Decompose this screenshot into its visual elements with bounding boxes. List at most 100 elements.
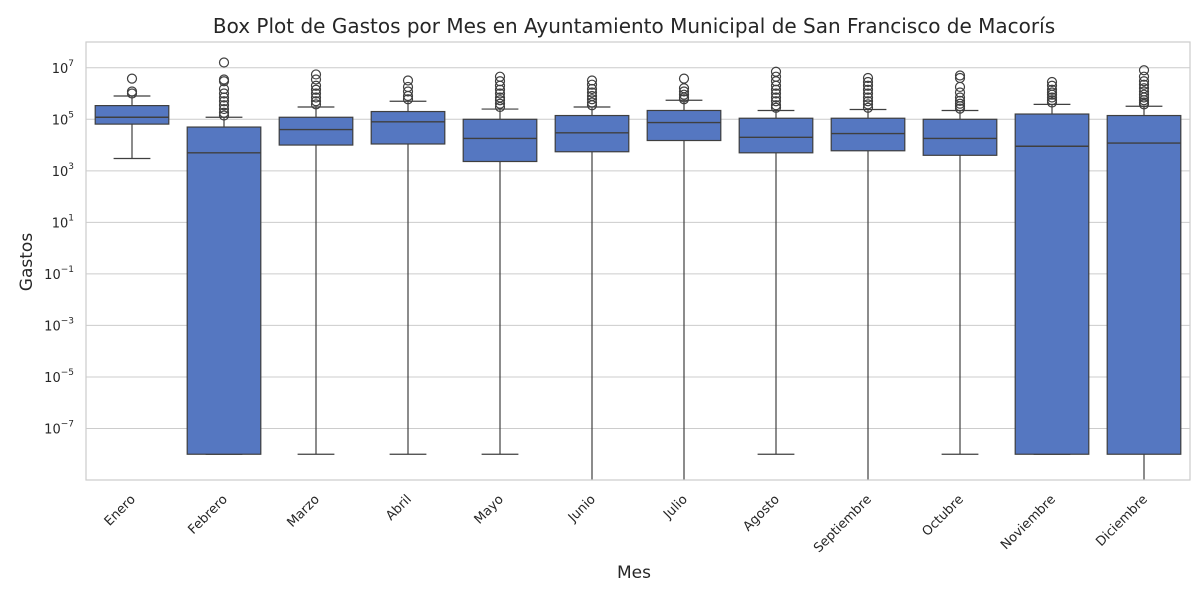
outlier-point [954, 72, 966, 84]
outlier-point [1046, 84, 1058, 95]
outlier-point [494, 92, 506, 103]
outlier-point [862, 99, 874, 110]
outlier-point [1046, 95, 1058, 106]
chart-title: Box Plot de Gastos por Mes en Ayuntamien… [213, 14, 1055, 38]
outlier-point [1138, 76, 1150, 87]
iqr-box [646, 109, 722, 142]
outlier-point [1046, 76, 1058, 88]
outlier-point [954, 95, 966, 106]
outlier-point [586, 87, 598, 98]
iqr-box [922, 118, 998, 156]
outlier-point [678, 73, 690, 84]
outlier-point [1046, 87, 1058, 98]
y-tick-label-2: 103 [52, 162, 74, 180]
grid-lines [86, 67, 1190, 429]
x-tick-label-8: Septiembre [811, 492, 875, 556]
x-tick-label-11: Diciembre [1093, 492, 1151, 550]
outlier-point [1138, 79, 1150, 90]
iqr-box [186, 126, 262, 455]
outlier-point [1138, 65, 1150, 76]
y-tick-label-6: 10−5 [44, 368, 74, 386]
outlier-point [218, 110, 230, 121]
y-tick-label-1: 105 [52, 110, 74, 128]
outlier-point [310, 96, 322, 107]
x-tick-label-4: Mayo [472, 492, 507, 527]
plot-frame [85, 41, 1191, 481]
outlier-point [218, 103, 230, 115]
outlier-point [402, 86, 414, 97]
box-enero [94, 73, 170, 160]
outlier-point [1138, 83, 1150, 94]
box-abril [370, 75, 446, 455]
y-axis-label: Gastos [17, 233, 37, 292]
outlier-point [310, 84, 322, 95]
y-tick-label-4: 10−1 [44, 265, 74, 283]
outlier-point [954, 87, 966, 98]
outlier-point [494, 71, 506, 82]
y-tick-label-0: 107 [52, 59, 74, 77]
outlier-point [402, 75, 414, 86]
box-febrero [186, 57, 262, 455]
x-tick-label-0: Enero [102, 492, 139, 529]
y-tick-label-3: 101 [52, 213, 74, 231]
outlier-point [1138, 86, 1150, 97]
outlier-point [218, 88, 230, 99]
outlier-point [954, 81, 966, 93]
y-tick-label-5: 10−3 [44, 316, 74, 334]
x-tick-label-2: Marzo [284, 492, 322, 530]
outlier-point [586, 75, 598, 86]
iqr-box [370, 110, 446, 145]
boxes [94, 57, 1182, 480]
outlier-point [862, 76, 874, 88]
box-octubre [922, 70, 998, 455]
box-agosto [738, 66, 814, 455]
x-tick-label-10: Noviembre [998, 492, 1059, 553]
outlier-point [586, 97, 598, 108]
iqr-box [94, 105, 170, 125]
outlier-point [954, 92, 966, 103]
outlier-point [1138, 71, 1150, 82]
iqr-box [462, 118, 538, 163]
outlier-point [402, 94, 414, 105]
outlier-point [862, 88, 874, 99]
outlier-point [770, 100, 782, 111]
outlier-point [586, 94, 598, 105]
outlier-point [770, 96, 782, 107]
outlier-point [1138, 89, 1150, 100]
outlier-point [954, 70, 966, 81]
box-noviembre [1014, 76, 1090, 455]
box-septiembre [830, 72, 906, 480]
box-marzo [278, 69, 354, 455]
outlier-point [678, 86, 690, 97]
outlier-point [770, 66, 782, 77]
outlier-point [586, 79, 598, 90]
x-tick-label-5: Junio [565, 492, 599, 526]
outlier-point [494, 88, 506, 99]
x-tick-label-9: Octubre [919, 492, 966, 539]
outlier-point [862, 80, 874, 91]
outlier-point [862, 72, 874, 84]
y-axis-ticks: 107 105 103 101 10−1 10−3 10−5 10−7 [44, 59, 74, 438]
iqr-box [1106, 114, 1182, 455]
outlier-point [494, 95, 506, 106]
outlier-point [862, 84, 874, 95]
outlier-point [1046, 92, 1058, 103]
box-mayo [462, 71, 538, 455]
box-junio [554, 75, 630, 480]
iqr-box [830, 117, 906, 152]
y-tick-label-7: 10−7 [44, 419, 74, 437]
outlier-point [770, 88, 782, 99]
outlier-point [218, 107, 230, 118]
box-julio [646, 73, 722, 480]
outlier-point [862, 102, 874, 113]
outlier-point [218, 57, 230, 68]
outlier-point [310, 74, 322, 85]
iqr-box [278, 116, 354, 146]
outlier-point [310, 88, 322, 99]
outlier-point [678, 83, 690, 94]
outlier-point [218, 100, 230, 111]
x-tick-label-3: Abril [383, 492, 415, 524]
x-tick-label-1: Febrero [186, 492, 231, 537]
outlier-point [586, 90, 598, 102]
